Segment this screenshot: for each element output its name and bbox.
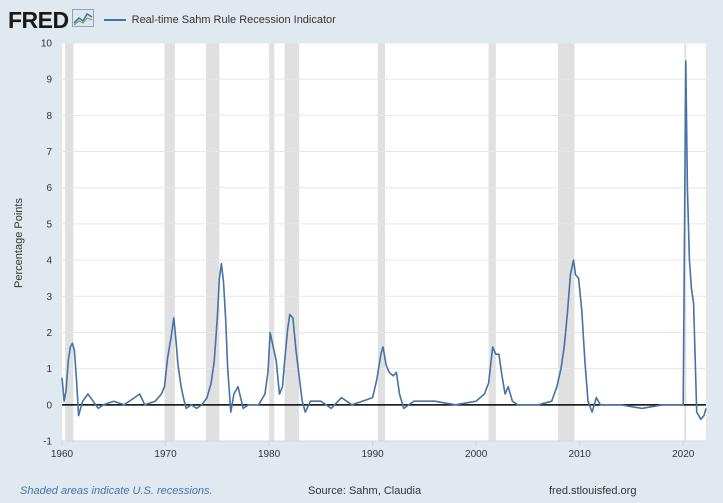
recession-band-6 bbox=[488, 43, 496, 441]
y-tick-label: 10 bbox=[41, 39, 53, 50]
recession-band-3 bbox=[269, 43, 275, 441]
x-axis: 1960 1970 1980 1990 2000 2010 2020 bbox=[51, 440, 706, 460]
y-axis-label: Percentage Points bbox=[13, 198, 25, 288]
y-tick-label: -1 bbox=[43, 437, 52, 448]
recession-band-4 bbox=[284, 43, 300, 441]
y-tick-label: 5 bbox=[46, 219, 52, 230]
recession-band-8 bbox=[684, 43, 687, 441]
y-tick-label: 7 bbox=[46, 147, 52, 158]
x-tick-label: 1990 bbox=[361, 449, 384, 460]
footer: Shaded areas indicate U.S. recessions. S… bbox=[0, 483, 723, 503]
y-tick-label: 9 bbox=[46, 75, 52, 86]
source-text: Source: Sahm, Claudia bbox=[308, 485, 422, 497]
chart-header: FRED Real-time Sahm Rule Recession Indic… bbox=[8, 6, 336, 34]
y-tick-label: 2 bbox=[46, 328, 52, 339]
y-tick-label: 3 bbox=[46, 292, 52, 303]
x-tick-label: 1980 bbox=[258, 449, 281, 460]
legend[interactable]: Real-time Sahm Rule Recession Indicator bbox=[103, 14, 336, 26]
y-tick-label: 6 bbox=[46, 183, 52, 194]
recession-band-7 bbox=[557, 43, 575, 441]
x-tick-label: 2010 bbox=[569, 449, 592, 460]
y-tick-label: 4 bbox=[46, 256, 52, 267]
recession-band-5 bbox=[377, 43, 386, 441]
site-link[interactable]: fred.stlouisfed.org bbox=[549, 485, 637, 497]
y-tick-label: 1 bbox=[46, 364, 52, 375]
x-tick-label: 1960 bbox=[51, 449, 74, 460]
recession-note: Shaded areas indicate U.S. recessions. bbox=[20, 485, 213, 497]
x-tick-label: 2000 bbox=[465, 449, 488, 460]
fred-logo[interactable]: FRED bbox=[8, 6, 69, 33]
series-line bbox=[61, 60, 707, 421]
recession-band-1 bbox=[164, 43, 175, 441]
y-tick-label: 8 bbox=[46, 111, 52, 122]
legend-swatch bbox=[103, 19, 126, 21]
x-tick-label: 1970 bbox=[154, 449, 177, 460]
x-tick-label: 2020 bbox=[672, 449, 695, 460]
y-axis: -1 0 1 2 3 4 5 6 7 8 9 10 bbox=[41, 39, 53, 448]
chart-line-icon bbox=[71, 8, 94, 32]
recession-band-2 bbox=[205, 43, 220, 441]
y-tick-label: 0 bbox=[46, 400, 52, 411]
recession-band-0 bbox=[65, 43, 74, 441]
legend-label: Real-time Sahm Rule Recession Indicator bbox=[131, 14, 336, 26]
